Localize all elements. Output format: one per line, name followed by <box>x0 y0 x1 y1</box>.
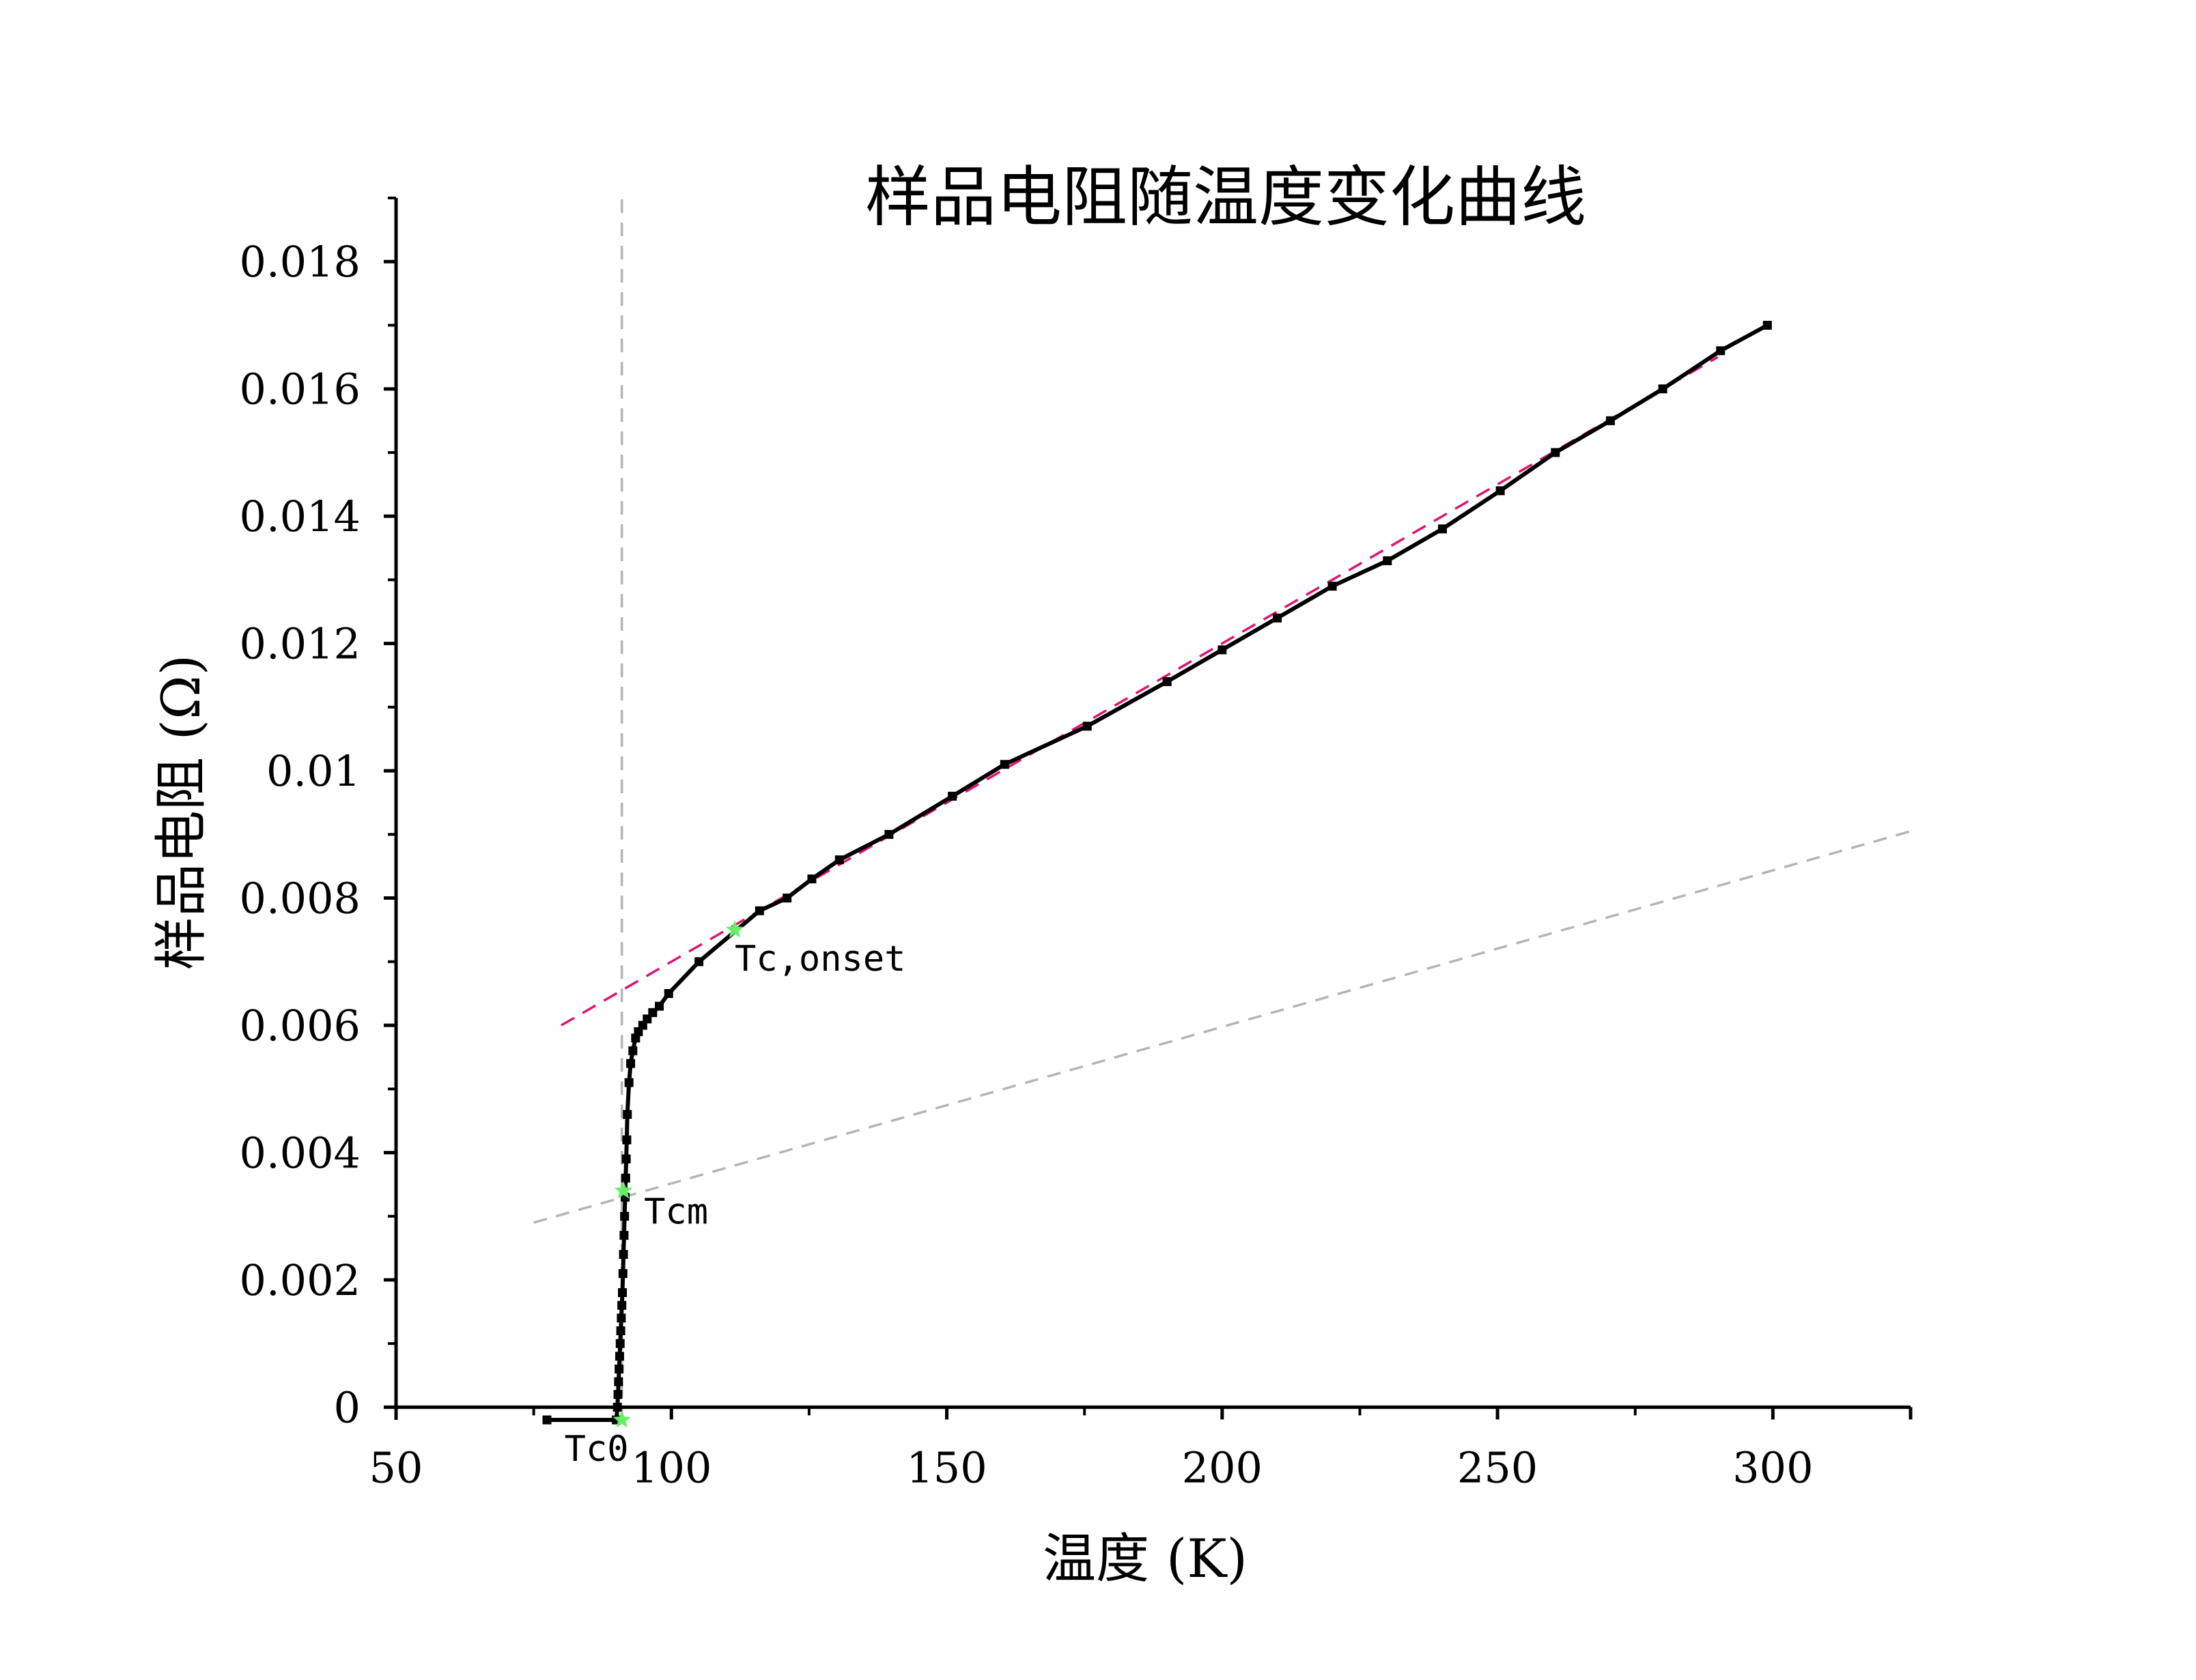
data-point <box>623 1110 632 1119</box>
data-point <box>1437 524 1447 534</box>
y-tick-label: 0.012 <box>240 619 361 669</box>
data-point <box>616 1326 625 1335</box>
data-point <box>1716 346 1726 356</box>
y-tick-label: 0.004 <box>240 1128 361 1178</box>
x-tick-label: 300 <box>1732 1442 1813 1492</box>
data-point <box>621 1173 630 1183</box>
data-point <box>834 855 844 865</box>
x-tick-label: 100 <box>631 1442 712 1492</box>
data-point <box>655 1001 664 1011</box>
data-point <box>948 791 957 801</box>
data-point <box>1082 722 1092 731</box>
data-point <box>617 1313 626 1323</box>
data-point <box>807 874 817 884</box>
data-point <box>624 1078 634 1087</box>
data-point <box>884 829 894 839</box>
data-point <box>694 957 704 967</box>
data-point <box>617 1288 627 1298</box>
y-tick-label: 0.01 <box>266 746 361 796</box>
data-point <box>615 1352 624 1361</box>
x-tick-label: 150 <box>906 1442 987 1492</box>
data-point <box>628 1046 638 1055</box>
axes: 50 100 150 200 250 300 0 0.002 0.004 0.006 0.008 0.… <box>240 197 1913 1492</box>
data-point <box>1327 582 1337 591</box>
data-point <box>1495 486 1505 496</box>
annotation-star-marker <box>725 920 744 938</box>
data-point <box>1383 556 1392 565</box>
annotation-label: Tc0 <box>565 1429 629 1470</box>
y-axis-label: 样品电阻 (Ω) <box>151 655 212 970</box>
annotation-label: Tcm <box>644 1191 708 1232</box>
data-point <box>1762 320 1772 330</box>
data-point <box>617 1300 627 1310</box>
data-point <box>626 1059 636 1068</box>
data-point <box>755 906 764 915</box>
annotation-star-marker <box>614 1181 633 1199</box>
y-tick-label: 0.008 <box>240 874 361 924</box>
data-series <box>542 320 1772 1425</box>
data-point <box>620 1212 630 1221</box>
data-point <box>664 988 673 998</box>
y-tick-label: 0.002 <box>240 1255 361 1305</box>
data-point <box>1551 448 1560 457</box>
annotation-markers: Tc,onset Tcm Tc0 <box>565 920 905 1470</box>
data-point <box>615 1364 624 1373</box>
data-point <box>619 1250 628 1259</box>
annotation-star-marker <box>613 1410 631 1428</box>
x-tick-label: 50 <box>369 1442 423 1492</box>
data-point <box>1272 613 1282 623</box>
data-point <box>619 1231 629 1240</box>
data-point <box>1605 416 1615 425</box>
data-point <box>615 1339 625 1348</box>
y-tick-label: 0.006 <box>240 1001 361 1051</box>
data-point <box>1162 677 1172 687</box>
data-point <box>1000 760 1009 769</box>
chart-title: 样品电阻随温度变化曲线 <box>865 159 1586 236</box>
y-tick-label: 0 <box>334 1382 361 1432</box>
data-point <box>542 1415 552 1425</box>
y-tick-label: 0.016 <box>240 365 361 414</box>
x-tick-label: 250 <box>1457 1442 1538 1492</box>
x-axis-label: 温度 (K) <box>1043 1528 1248 1590</box>
data-point <box>1658 384 1667 394</box>
data-point <box>614 1377 623 1386</box>
guide-reference-line <box>533 829 1911 1224</box>
y-tick-label: 0.014 <box>240 492 361 541</box>
x-tick-label: 200 <box>1182 1442 1263 1492</box>
data-point <box>621 1154 631 1164</box>
data-point <box>622 1135 632 1145</box>
data-point <box>618 1269 628 1279</box>
y-tick-label: 0.018 <box>240 237 361 287</box>
annotation-label: Tc,onset <box>735 939 905 980</box>
data-point <box>613 1390 623 1399</box>
data-point <box>1217 645 1227 655</box>
data-point <box>783 894 792 903</box>
